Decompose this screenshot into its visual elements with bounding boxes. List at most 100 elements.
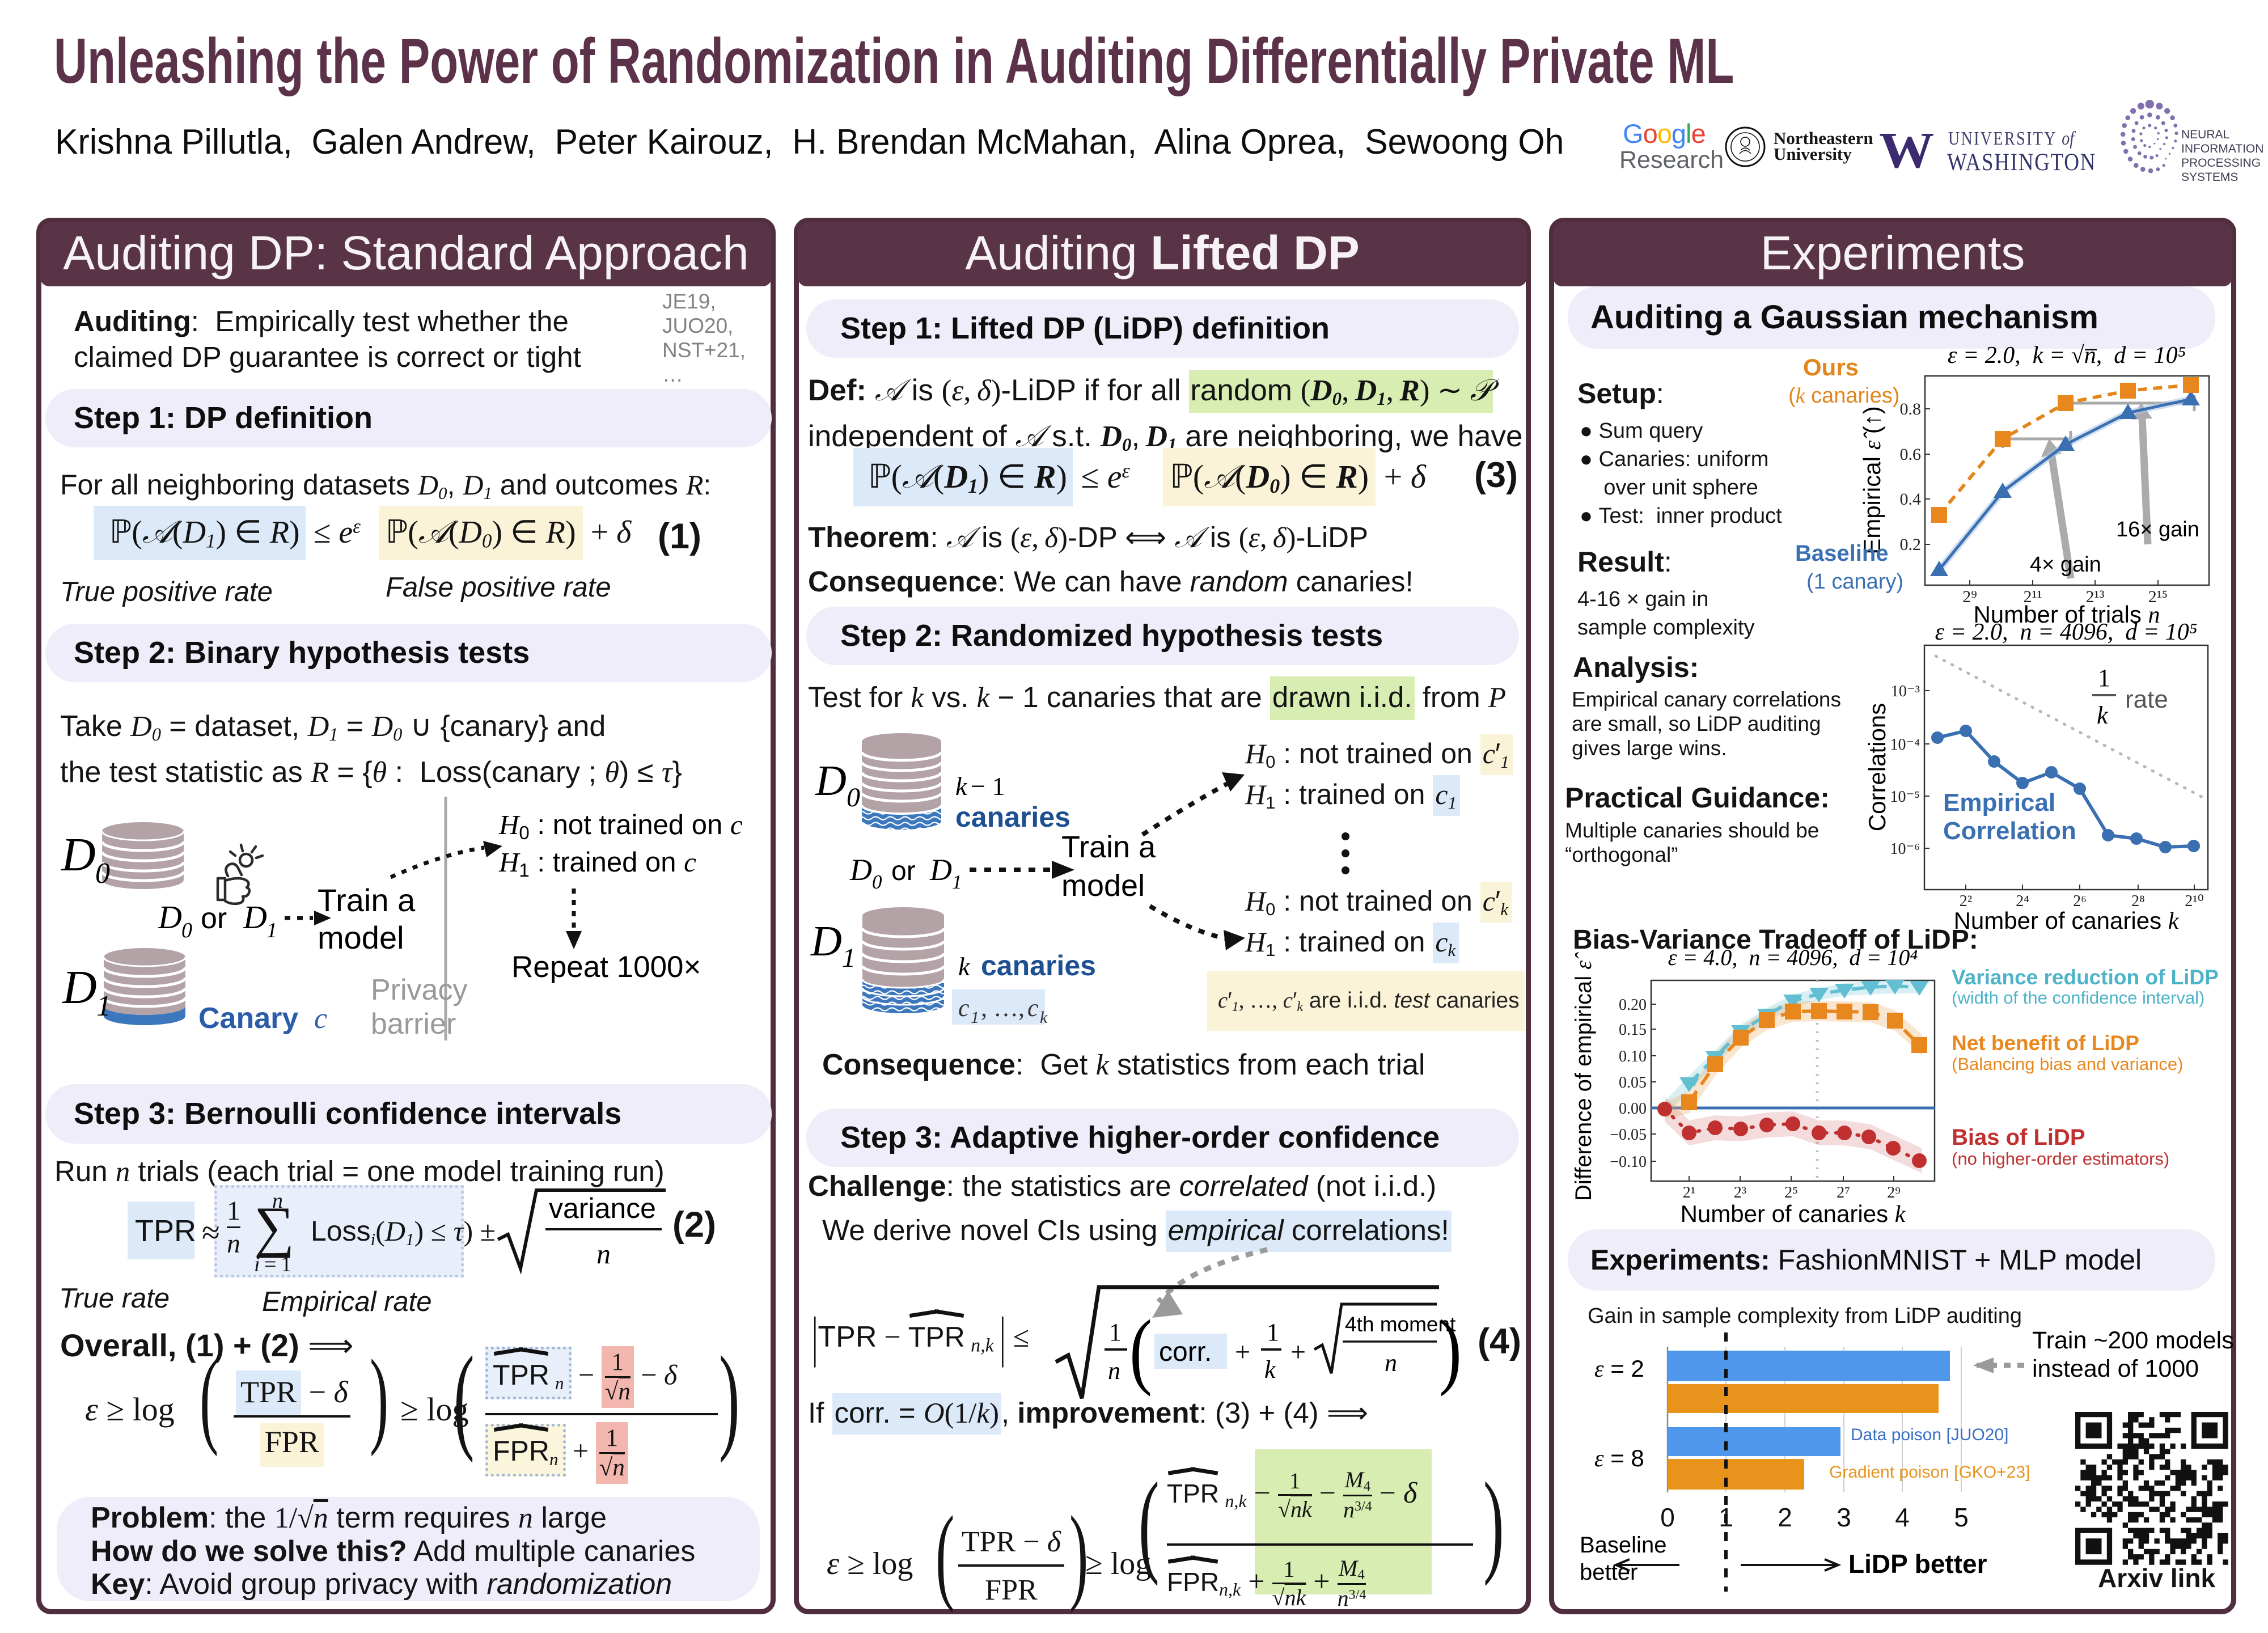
- svg-text:0: 0: [1660, 1503, 1675, 1532]
- svg-text:k: k: [955, 772, 968, 801]
- svg-text:c: c: [958, 994, 970, 1022]
- svg-text:Canary: Canary: [198, 1002, 298, 1035]
- svg-text:+: +: [1235, 1337, 1250, 1367]
- svg-text:corr.: corr.: [1159, 1337, 1212, 1367]
- svg-text:4× gain: 4× gain: [2030, 553, 2101, 577]
- svg-text:Privacy: Privacy: [371, 974, 467, 1006]
- svg-text:k: k: [1040, 1008, 1048, 1027]
- svg-text:(k canaries): (k canaries): [1788, 384, 1899, 408]
- svg-text:2¹⁵: 2¹⁵: [2148, 587, 2168, 606]
- svg-text:2¹⁰: 2¹⁰: [2185, 892, 2204, 910]
- svg-text:0.20: 0.20: [1619, 996, 1647, 1014]
- svg-text:D: D: [815, 757, 847, 805]
- svg-text:Empirical ε̂ (↑): Empirical ε̂ (↑): [1859, 406, 1886, 555]
- svg-text:2³: 2³: [1734, 1184, 1746, 1202]
- svg-text:0.6: 0.6: [1900, 445, 1922, 464]
- svg-text:2⁷: 2⁷: [1837, 1184, 1850, 1202]
- svg-text:4th moment: 4th moment: [1345, 1313, 1456, 1336]
- svg-text:2⁵: 2⁵: [1784, 1184, 1798, 1202]
- svg-text:D: D: [810, 917, 842, 965]
- svg-text:0.10: 0.10: [1619, 1048, 1647, 1065]
- svg-text:1: 1: [266, 919, 277, 942]
- svg-text:(: (: [1129, 1303, 1152, 1397]
- svg-text:(width of the confidence inter: (width of the confidence interval): [1952, 988, 2204, 1008]
- svg-text:Repeat 1000×: Repeat 1000×: [511, 950, 701, 984]
- svg-text:0.00: 0.00: [1619, 1100, 1647, 1118]
- svg-text:−0.05: −0.05: [1610, 1126, 1647, 1144]
- svg-text:LiDP better: LiDP better: [1848, 1549, 1987, 1579]
- svg-text:or: or: [201, 902, 227, 935]
- svg-text:model: model: [318, 920, 404, 955]
- svg-text:c: c: [1027, 994, 1039, 1022]
- svg-text:barrier: barrier: [371, 1008, 456, 1040]
- svg-text:Baseline: Baseline: [1795, 541, 1889, 566]
- svg-text:Empirical: Empirical: [1943, 789, 2055, 816]
- svg-text:ε = 2.0, n = 4096, d = 10⁵: ε = 2.0, n = 4096, d = 10⁵: [1935, 619, 2198, 645]
- svg-text:or: or: [891, 856, 916, 886]
- svg-text:ε = 8: ε = 8: [1594, 1445, 1644, 1472]
- svg-text:1: 1: [971, 1008, 979, 1027]
- svg-text:k: k: [1264, 1356, 1276, 1384]
- svg-text:0.4: 0.4: [1900, 490, 1922, 509]
- svg-text:H0 : not trained on c: H0 : not trained on c: [498, 809, 743, 843]
- svg-text:D: D: [243, 899, 267, 936]
- svg-text:0.05: 0.05: [1619, 1074, 1647, 1092]
- svg-text:D: D: [849, 853, 872, 887]
- svg-text:2⁴: 2⁴: [2016, 892, 2029, 910]
- svg-text:D: D: [61, 828, 96, 881]
- svg-text:Baseline: Baseline: [1580, 1533, 1666, 1558]
- svg-text:k: k: [2097, 701, 2109, 729]
- svg-text:4: 4: [1895, 1503, 1910, 1532]
- svg-text:16× gain: 16× gain: [2116, 518, 2199, 541]
- svg-text:1: 1: [1109, 1318, 1122, 1346]
- svg-text:Difference of empirical ε̂: Difference of empirical ε̂: [1571, 952, 1596, 1201]
- svg-text:Ours: Ours: [1803, 354, 1859, 380]
- svg-text:1: 1: [1719, 1503, 1733, 1532]
- svg-text:Net benefit of LiDP: Net benefit of LiDP: [1952, 1031, 2139, 1055]
- svg-text:3: 3: [1837, 1503, 1851, 1532]
- svg-text:c: c: [314, 1002, 327, 1035]
- svg-text:H1 : trained on c: H1 : trained on c: [498, 847, 696, 881]
- svg-text:10⁻⁶: 10⁻⁶: [1890, 840, 1920, 858]
- svg-text:variance: variance: [549, 1192, 656, 1224]
- svg-text:Train ~200 models: Train ~200 models: [2032, 1327, 2234, 1354]
- svg-text:(Balancing bias and variance): (Balancing bias and variance): [1952, 1054, 2183, 1074]
- svg-text:5: 5: [1954, 1503, 1969, 1532]
- svg-text:0: 0: [95, 857, 110, 890]
- svg-text:Number of canaries k: Number of canaries k: [1954, 907, 2180, 934]
- svg-text:n: n: [1108, 1357, 1120, 1385]
- svg-text:Gradient poison [GKO+23]: Gradient poison [GKO+23]: [1829, 1463, 2030, 1482]
- svg-text:ε = 2.0, k = √n̅, d = 10⁵: ε = 2.0, k = √n̅, d = 10⁵: [1948, 342, 2186, 369]
- svg-text:D: D: [158, 899, 182, 936]
- svg-text:2⁶: 2⁶: [2073, 892, 2087, 910]
- svg-text:0: 0: [872, 871, 882, 893]
- svg-text:model: model: [1061, 869, 1145, 903]
- svg-text:−0.10: −0.10: [1610, 1153, 1647, 1171]
- svg-text:(1 canary): (1 canary): [1806, 570, 1903, 594]
- svg-text:D: D: [62, 961, 97, 1014]
- svg-text:2¹: 2¹: [1683, 1184, 1695, 1202]
- svg-text:10⁻⁴: 10⁻⁴: [1890, 736, 1920, 754]
- svg-text:Train a: Train a: [318, 882, 416, 918]
- svg-text:1: 1: [96, 990, 111, 1022]
- svg-text:better: better: [1580, 1560, 1637, 1585]
- svg-text:Train a: Train a: [1061, 830, 1156, 864]
- svg-text:, …,: , …,: [981, 994, 1025, 1022]
- svg-text:1: 1: [1267, 1318, 1279, 1346]
- svg-text:ε = 4.0, n = 4096, d = 10⁴: ε = 4.0, n = 4096, d = 10⁴: [1668, 948, 1918, 970]
- svg-text:− 1: − 1: [971, 772, 1005, 801]
- svg-text:2: 2: [1778, 1503, 1792, 1532]
- svg-text:ε = 2: ε = 2: [1594, 1355, 1644, 1382]
- svg-text:Variance reduction of LiDP: Variance reduction of LiDP: [1952, 966, 2219, 989]
- svg-text:Correlations: Correlations: [1864, 703, 1890, 831]
- svg-text:+: +: [1290, 1337, 1306, 1367]
- svg-text:k: k: [958, 952, 971, 981]
- svg-text:10⁻⁵: 10⁻⁵: [1890, 788, 1920, 806]
- svg-text:0.15: 0.15: [1619, 1021, 1647, 1039]
- svg-text:2⁸: 2⁸: [2131, 892, 2145, 910]
- svg-text:canaries: canaries: [955, 801, 1070, 833]
- svg-text:0.2: 0.2: [1900, 535, 1922, 554]
- svg-text:D: D: [929, 853, 952, 887]
- svg-text:Bias of LiDP: Bias of LiDP: [1952, 1125, 2085, 1150]
- svg-text:0: 0: [847, 782, 860, 813]
